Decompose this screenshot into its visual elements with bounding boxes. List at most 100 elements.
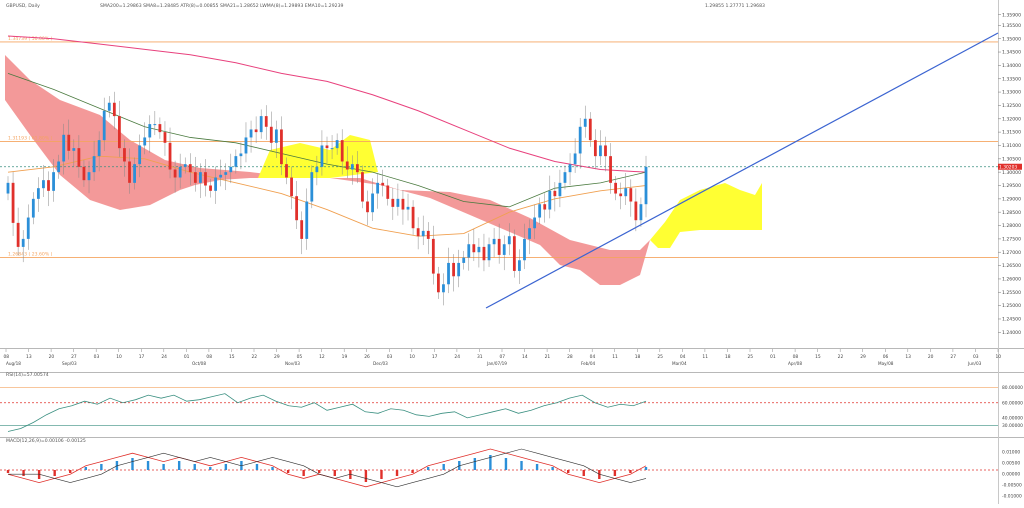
candle-bearish [300,220,304,239]
time-axis-label: 07 [500,354,506,360]
candle-bearish [436,273,440,293]
time-axis-label: 28 [567,354,573,360]
candle-bearish [188,164,192,173]
current-price-label: 1.30203 [999,164,1017,170]
price-axis-label: 1.29000 [1002,196,1021,202]
candle-bullish [396,198,400,207]
candle-bullish [320,145,324,167]
macd-histogram-bar [644,467,648,470]
price-axis-label: 1.33500 [1002,76,1021,82]
time-axis-month-label: Jan/07/19 [486,361,507,366]
time-axis-label: 01 [184,354,190,360]
time-axis-label: 15 [815,354,821,360]
time-axis-label: 08 [206,354,212,360]
candle-bullish [107,102,111,111]
candle-bearish [593,140,597,157]
time-axis-month-label: Aug/18 [6,361,21,366]
time-axis-label: 17 [432,354,438,360]
fib-level-label: 1.34739 ( 50.00% ) [8,36,53,42]
time-axis-month-label: Mar/04 [672,361,687,366]
candle-bearish [285,164,288,178]
candle-bullish [442,284,445,293]
candle-bearish [345,161,349,170]
candle-bearish [82,166,86,181]
price-axis-label: 1.25000 [1002,303,1021,309]
time-axis-month-label: Feb/04 [581,361,595,366]
candle-bullish [462,257,466,263]
price-axis-label: 1.32000 [1002,116,1021,122]
candle-bearish [163,132,167,143]
candle-bullish [239,153,243,157]
candle-bullish [558,182,562,197]
candle-bearish [472,244,476,253]
time-axis-month-label: Dec/03 [373,361,388,366]
time-axis-label: 01 [770,354,776,360]
price-axis-label: 1.25500 [1002,290,1021,296]
macd-histogram-bar [100,464,103,470]
macd-axis-label: 0.01000 [1002,450,1020,456]
candle-bullish [87,172,91,181]
candle-bearish [619,193,623,197]
kumo-bullish-area-forward [650,183,762,248]
time-axis-label: 10 [116,354,122,360]
candle-bullish [244,137,248,154]
candle-bullish [229,166,233,173]
candle-bearish [173,169,177,178]
candle-bullish [153,124,157,126]
candle-bearish [264,116,268,127]
candle-bullish [583,118,587,127]
macd-histogram-bar [224,464,228,470]
candle-bullish [310,172,314,202]
price-axis-label: 1.24500 [1002,317,1021,323]
candle-bearish [340,140,344,162]
candle-bearish [497,238,501,255]
candle-bullish [477,246,481,253]
time-axis-label: 03 [387,354,393,360]
candle-bearish [604,145,607,157]
time-axis-label: 05 [297,354,303,360]
macd-axis-label: -0.01000 [1002,494,1022,500]
time-axis-label: 22 [838,354,844,360]
candle-bullish [52,172,55,191]
macd-histogram-bar [613,470,617,476]
candle-bullish [528,228,531,239]
candle-bullish [92,156,96,173]
macd-histogram-bar [364,470,368,482]
macd-histogram-bar [411,470,414,473]
macd-axis-label: -0.00500 [1002,483,1022,489]
macd-axis-label: 0.00500 [1002,461,1020,467]
macd-histogram-bar [53,470,56,476]
candle-bearish [290,177,293,197]
candle-bearish [629,188,633,202]
candle-bullish [644,166,648,205]
rsi-title: RSI(14)=57.00574 [6,372,49,378]
candle-bullish [523,238,526,261]
price-axis-label: 1.24000 [1002,330,1021,336]
macd-histogram-bar [162,464,165,470]
time-axis-label: 08 [4,354,10,360]
price-axis-label: 1.28000 [1002,223,1021,229]
time-axis-month-label: Nov/03 [285,361,300,366]
price-axis-label: 1.34500 [1002,50,1021,56]
candle-bearish [209,185,212,191]
candle-bearish [401,198,405,210]
candle-bullish [548,190,552,210]
price-axis-label: 1.30500 [1002,156,1021,162]
candle-bullish [62,134,66,162]
rsi-axis-label: 60.00000 [1002,400,1023,406]
time-axis-label: 03 [94,354,100,360]
candle-bullish [234,156,238,167]
candle-bearish [295,196,299,221]
candle-bullish [563,172,567,183]
candle-bearish [553,190,557,197]
candle-bearish [204,172,207,186]
time-axis-label: 13 [905,354,911,360]
time-axis-label: 24 [454,354,460,360]
fib-level-label: 1.31193 ( 61.80% ) [8,135,53,141]
macd-axis-label: 0.00000 [1002,472,1020,478]
candle-bearish [634,201,638,221]
candle-bullish [249,129,253,138]
candle-bullish [178,166,182,178]
time-axis-label: 29 [860,354,866,360]
